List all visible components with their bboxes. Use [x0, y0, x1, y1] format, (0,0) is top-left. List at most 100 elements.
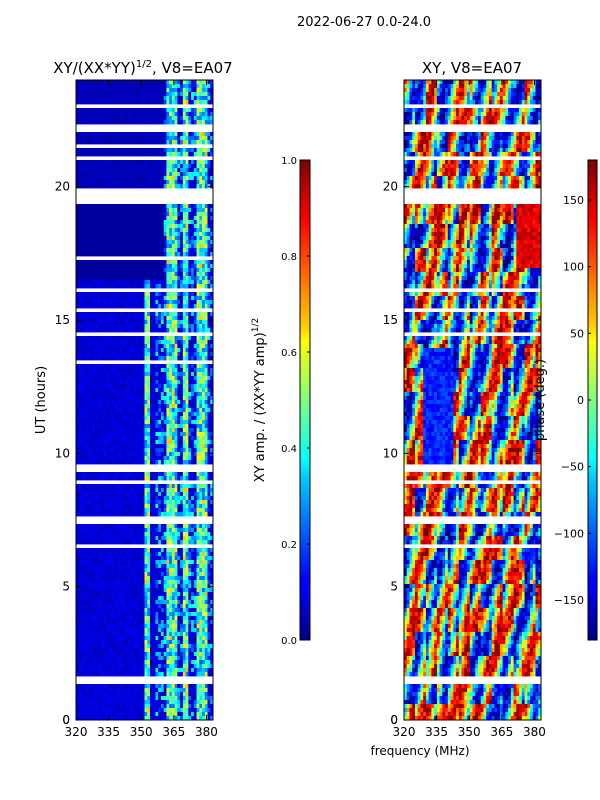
amplitude-heatmap-cell	[76, 284, 80, 289]
amplitude-heatmap-cell	[100, 552, 104, 557]
amplitude-heatmap-cell	[95, 320, 99, 325]
amplitude-heatmap-cell	[196, 396, 200, 401]
amplitude-heatmap-cell	[210, 224, 213, 229]
amplitude-heatmap-cell	[152, 88, 156, 93]
amplitude-heatmap-cell	[92, 376, 96, 381]
amplitude-heatmap-cell	[125, 316, 129, 321]
amplitude-heatmap-cell	[84, 244, 88, 249]
amplitude-heatmap-cell	[174, 284, 178, 289]
amplitude-heatmap-cell	[160, 392, 165, 397]
amplitude-heatmap-cell	[84, 476, 88, 481]
amplitude-heatmap-cell	[111, 304, 115, 309]
amplitude-heatmap-cell	[155, 216, 159, 221]
amplitude-heatmap-cell	[152, 492, 156, 497]
amplitude-heatmap-cell	[86, 328, 91, 333]
amplitude-heatmap-cell	[180, 340, 184, 345]
amplitude-heatmap-cell	[204, 440, 208, 445]
amplitude-heatmap-cell	[136, 548, 140, 553]
amplitude-heatmap-cell	[204, 536, 208, 541]
amplitude-heatmap-cell	[202, 172, 206, 177]
amplitude-heatmap-cell	[84, 376, 88, 381]
amplitude-heatmap-cell	[89, 432, 93, 437]
amplitude-heatmap-cell	[133, 512, 137, 517]
amplitude-heatmap-cell	[188, 300, 192, 305]
amplitude-heatmap-cell	[81, 524, 85, 529]
amplitude-heatmap-cell	[149, 524, 154, 529]
amplitude-heatmap-cell	[160, 216, 165, 221]
amplitude-heatmap-cell	[125, 172, 129, 177]
amplitude-heatmap-cell	[188, 432, 192, 437]
amplitude-heatmap-cell	[171, 404, 176, 409]
amplitude-heatmap-cell	[210, 436, 213, 441]
amplitude-heatmap-cell	[177, 440, 181, 445]
amplitude-heatmap-cell	[130, 236, 134, 241]
amplitude-heatmap-cell	[84, 160, 88, 165]
amplitude-heatmap-cell	[130, 116, 134, 121]
amplitude-heatmap-cell	[144, 172, 148, 177]
amplitude-heatmap-cell	[100, 376, 104, 381]
amplitude-heatmap-cell	[180, 364, 184, 369]
amplitude-heatmap-cell	[103, 216, 107, 221]
amplitude-heatmap-cell	[160, 164, 165, 169]
amplitude-heatmap-cell	[95, 404, 99, 409]
amplitude-heatmap-cell	[78, 276, 82, 281]
amplitude-heatmap-cell	[182, 508, 186, 513]
amplitude-heatmap-cell	[119, 136, 123, 141]
amplitude-heatmap-cell	[185, 84, 189, 89]
amplitude-heatmap-cell	[89, 444, 93, 449]
amplitude-heatmap-cell	[136, 460, 140, 465]
amplitude-heatmap-cell	[97, 548, 102, 553]
amplitude-heatmap-cell	[193, 260, 197, 265]
amplitude-heatmap-cell	[119, 348, 123, 353]
amplitude-heatmap-cell	[163, 168, 167, 173]
amplitude-heatmap-cell	[81, 436, 85, 441]
amplitude-heatmap-cell	[171, 120, 176, 125]
amplitude-heatmap-cell	[78, 344, 82, 349]
amplitude-heatmap-cell	[139, 284, 143, 289]
amplitude-heatmap-cell	[86, 508, 91, 513]
amplitude-heatmap-cell	[130, 252, 134, 257]
amplitude-heatmap-cell	[89, 212, 93, 217]
amplitude-heatmap-cell	[166, 352, 170, 357]
amplitude-heatmap-cell	[158, 352, 162, 357]
amplitude-heatmap-cell	[136, 160, 140, 165]
amplitude-heatmap-cell	[163, 396, 167, 401]
amplitude-heatmap-cell	[95, 460, 99, 465]
amplitude-heatmap-cell	[191, 116, 195, 121]
amplitude-heatmap-cell	[136, 284, 140, 289]
amplitude-heatmap-cell	[125, 216, 129, 221]
amplitude-heatmap-cell	[155, 260, 159, 265]
amplitude-heatmap-cell	[130, 500, 134, 505]
amplitude-heatmap-cell	[78, 548, 82, 553]
amplitude-heatmap-cell	[155, 448, 159, 453]
amplitude-heatmap-cell	[97, 168, 102, 173]
amplitude-heatmap-cell	[130, 96, 134, 101]
amplitude-heatmap-cell	[133, 392, 137, 397]
amplitude-heatmap-cell	[144, 96, 148, 101]
amplitude-heatmap-cell	[174, 80, 178, 85]
amplitude-heatmap-cell	[136, 204, 140, 209]
amplitude-heatmap-cell	[174, 132, 178, 137]
amplitude-heatmap-cell	[119, 212, 123, 217]
amplitude-heatmap-cell	[166, 404, 170, 409]
amplitude-heatmap-cell	[95, 116, 99, 121]
amplitude-heatmap-cell	[152, 352, 156, 357]
amplitude-heatmap-cell	[122, 528, 126, 533]
amplitude-heatmap-cell	[149, 400, 154, 405]
amplitude-heatmap-cell	[210, 364, 213, 369]
amplitude-heatmap-cell	[78, 452, 82, 457]
amplitude-heatmap-cell	[136, 260, 140, 265]
amplitude-heatmap-cell	[106, 528, 110, 533]
amplitude-heatmap-cell	[207, 508, 211, 513]
amplitude-heatmap-cell	[111, 148, 115, 153]
amplitude-heatmap-cell	[84, 532, 88, 537]
amplitude-heatmap-cell	[122, 536, 126, 541]
amplitude-heatmap-cell	[199, 420, 203, 425]
amplitude-heatmap-cell	[152, 236, 156, 241]
amplitude-heatmap-cell	[169, 388, 173, 393]
amplitude-heatmap-cell	[144, 244, 148, 249]
amplitude-heatmap-cell	[199, 508, 203, 513]
amplitude-heatmap-cell	[119, 552, 123, 557]
amplitude-heatmap-cell	[136, 340, 140, 345]
